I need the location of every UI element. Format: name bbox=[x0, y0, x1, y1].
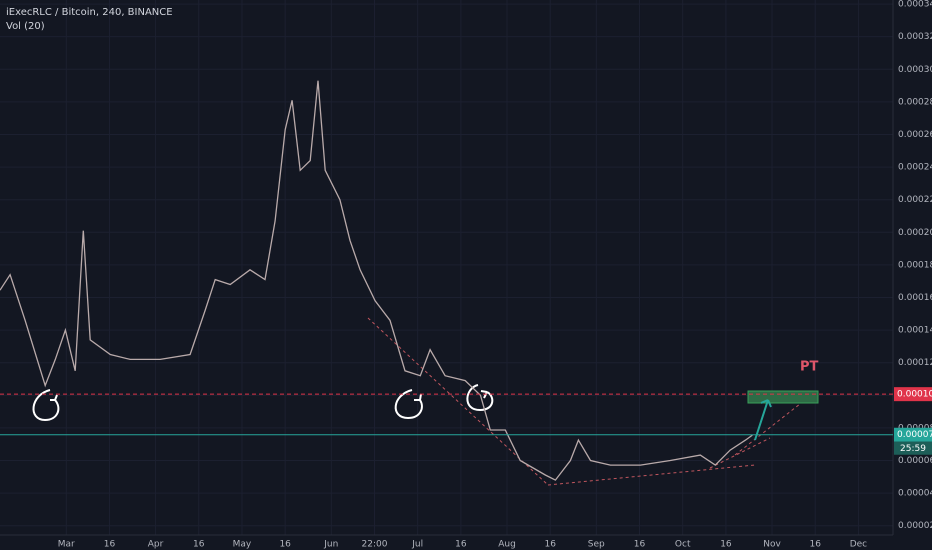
x-tick-label: Oct bbox=[675, 540, 691, 550]
x-tick-label: 16 bbox=[104, 540, 116, 550]
circle-marks bbox=[32, 384, 494, 422]
y-tick-label: 0.0001200 bbox=[898, 358, 932, 368]
target-arrow bbox=[754, 399, 772, 441]
y-tick-label: 0.0001400 bbox=[898, 326, 932, 336]
x-tick-label: 16 bbox=[455, 540, 467, 550]
x-tick-label: Sep bbox=[588, 540, 605, 550]
x-tick-label: Jul bbox=[411, 540, 423, 550]
annotation: PT bbox=[800, 360, 819, 375]
countdown-tag bbox=[894, 441, 932, 455]
x-tick-label: Aug bbox=[498, 540, 516, 550]
y-tick-label: 0.0003000 bbox=[898, 65, 932, 75]
y-tick-label: 0.0002000 bbox=[898, 228, 932, 238]
x-tick-label: Apr bbox=[148, 540, 164, 550]
x-tick-label: Nov bbox=[763, 540, 781, 550]
y-tick-label: 0.0000400 bbox=[898, 489, 932, 499]
price-tag bbox=[894, 387, 932, 402]
y-tick-label: 0.0000200 bbox=[898, 521, 932, 531]
x-tick-label: 16 bbox=[809, 540, 821, 550]
x-tick-label: 16 bbox=[193, 540, 205, 550]
x-tick-label: Jun bbox=[323, 540, 338, 550]
y-tick-label: 0.0002400 bbox=[898, 163, 932, 173]
x-tick-label: 16 bbox=[279, 540, 291, 550]
y-tick-label: 0.0003400 bbox=[898, 0, 932, 10]
countdown: 25:59 bbox=[900, 444, 926, 454]
grid bbox=[0, 0, 893, 535]
x-tick-label: 16 bbox=[544, 540, 556, 550]
target-box bbox=[747, 390, 819, 404]
y-tick-label: 0.0001800 bbox=[898, 260, 932, 270]
x-tick-label: Mar bbox=[58, 540, 75, 550]
price-tag bbox=[894, 427, 932, 442]
indicator-label: Vol (20) bbox=[6, 21, 45, 32]
x-tick-label: Dec bbox=[850, 540, 867, 550]
x-tick-label: May bbox=[233, 540, 252, 550]
x-tick-label: 22:00 bbox=[362, 540, 388, 550]
x-tick-label: 16 bbox=[720, 540, 732, 550]
y-tick-label: 0.0002600 bbox=[898, 130, 932, 140]
y-tick-label: 0.0000600 bbox=[898, 456, 932, 466]
price-tag-label: 0.0000758 bbox=[897, 430, 932, 440]
y-tick-label: 0.0002200 bbox=[898, 195, 932, 205]
y-tick-label: 0.0002800 bbox=[898, 97, 932, 107]
x-tick-label: 16 bbox=[634, 540, 646, 550]
y-tick-label: 0.0001600 bbox=[898, 293, 932, 303]
y-tick-label: 0.0003200 bbox=[898, 32, 932, 42]
price-tag-label: 0.0001007 bbox=[897, 390, 932, 400]
chart-title: iExecRLC / Bitcoin, 240, BINANCE bbox=[6, 7, 173, 18]
price-line bbox=[0, 80, 753, 481]
